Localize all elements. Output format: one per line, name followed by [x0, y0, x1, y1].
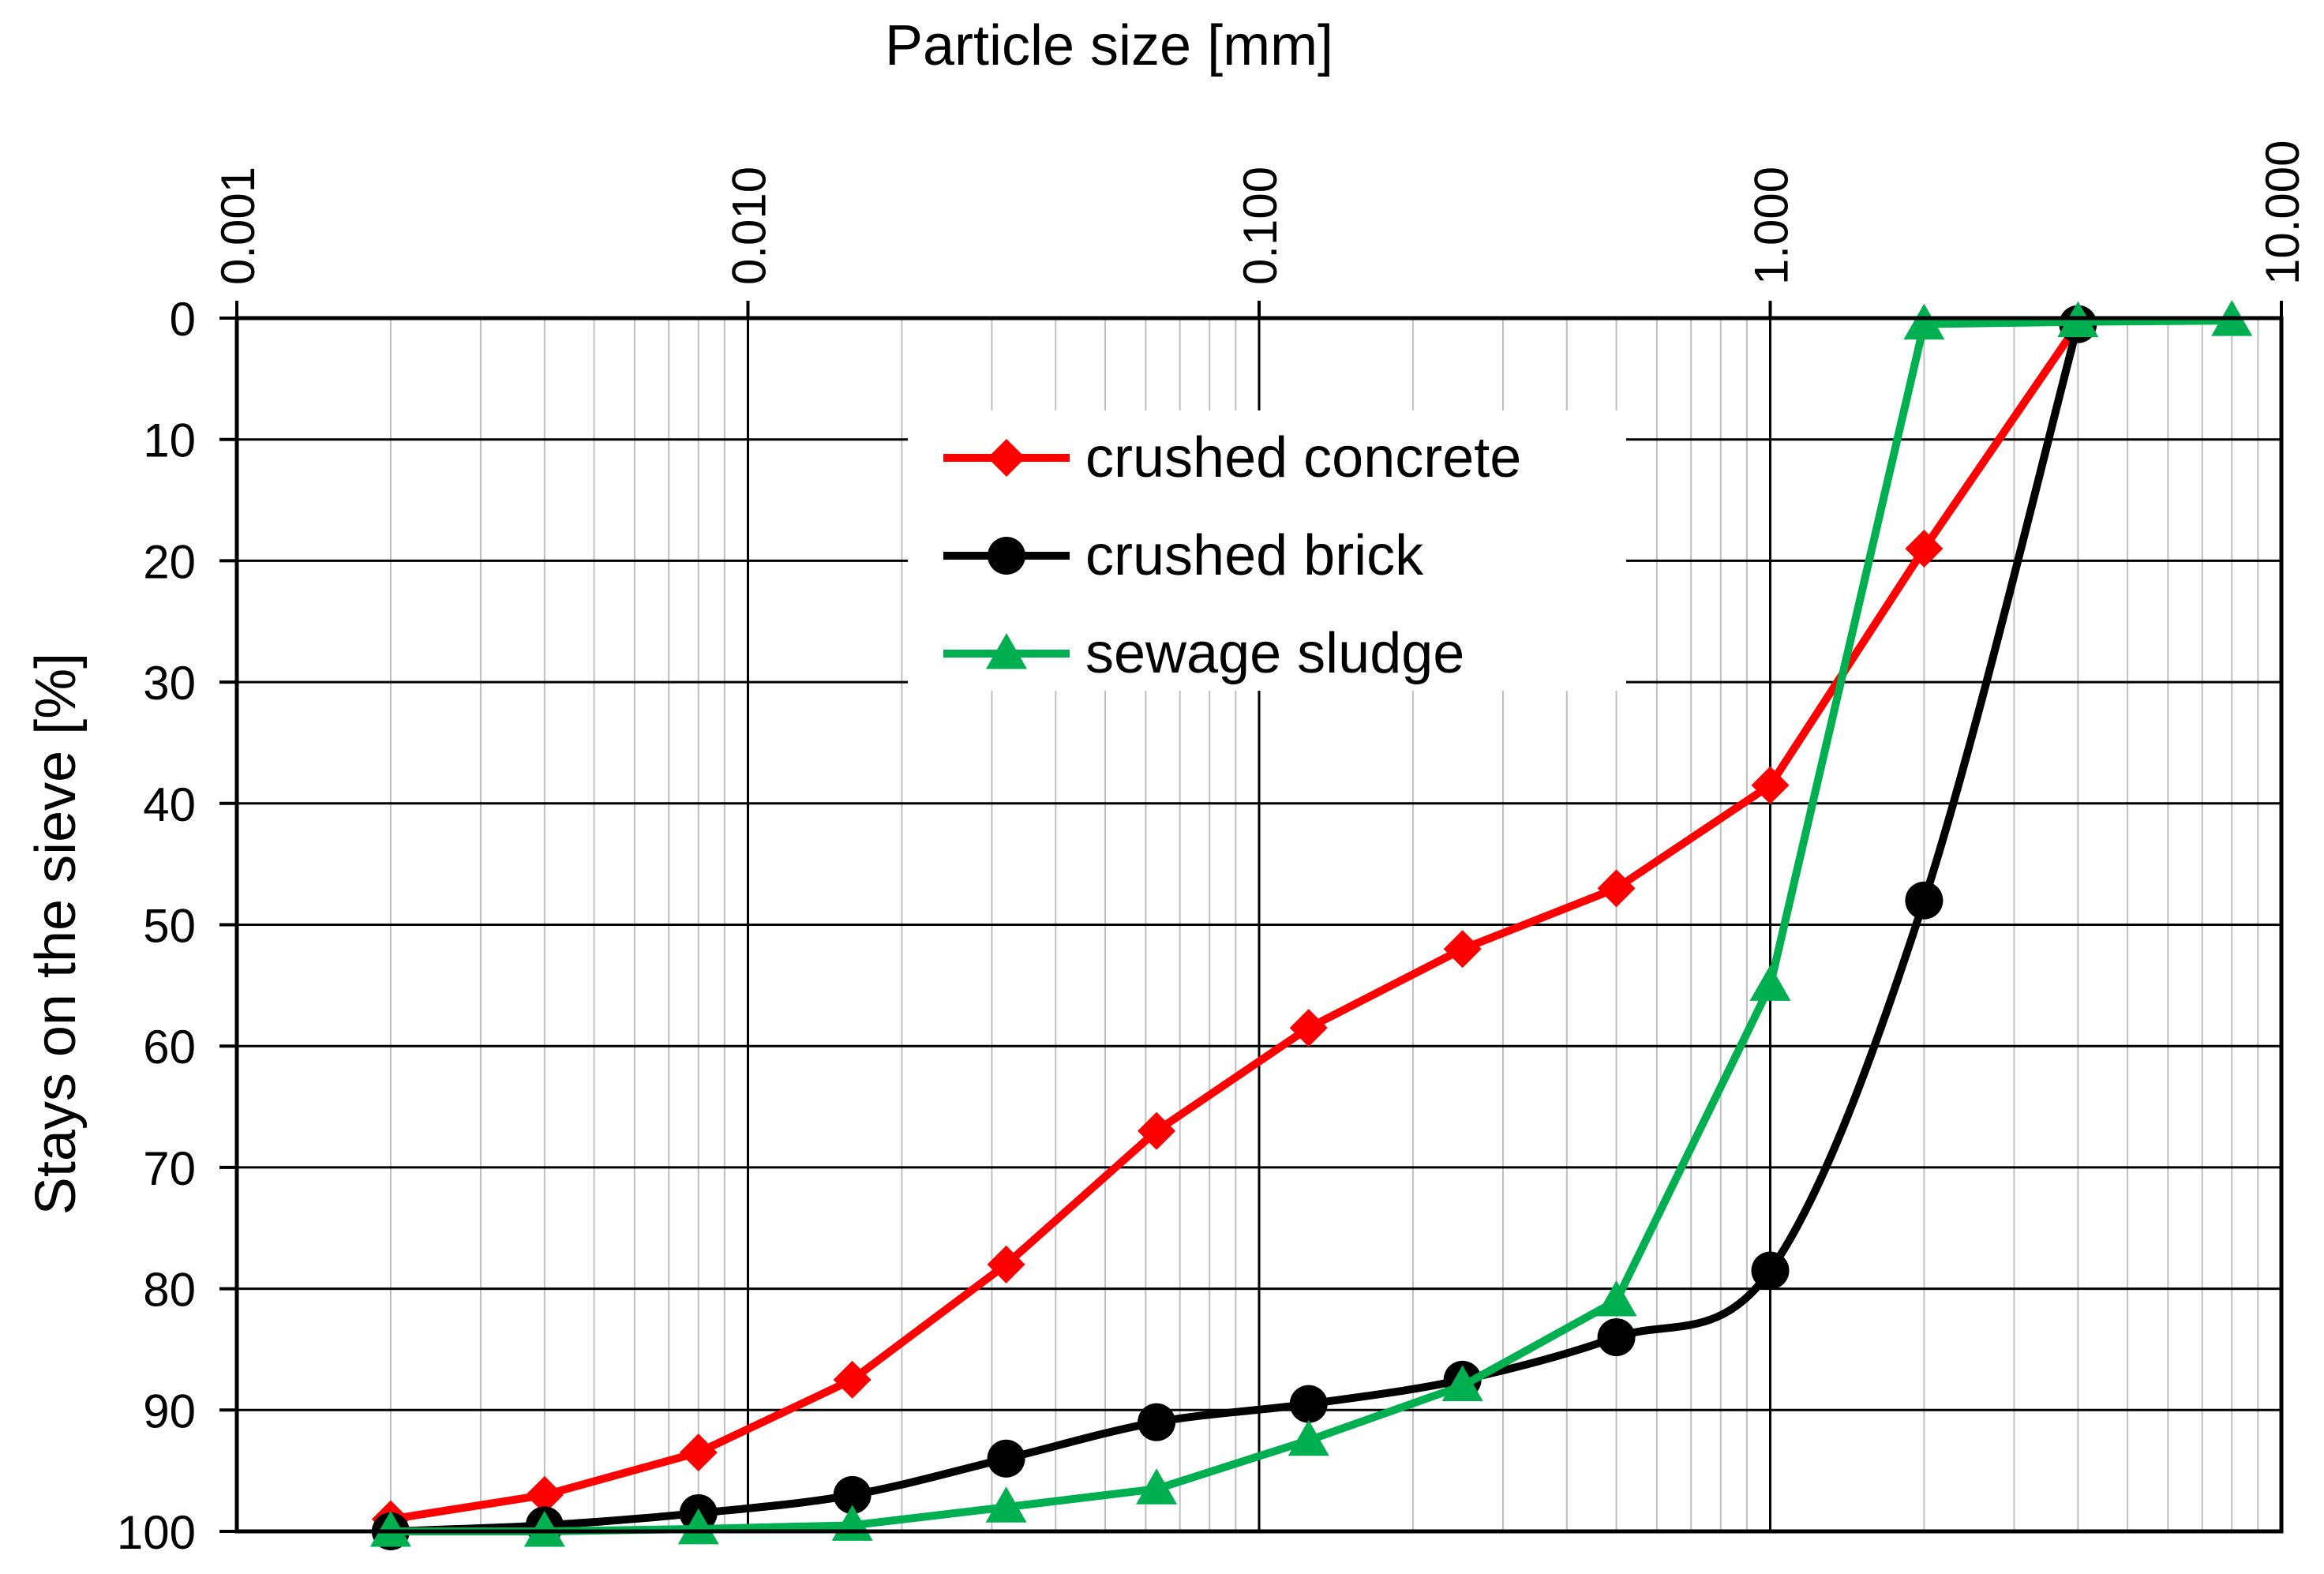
- y-tick-labels: 0 10 20 30 40 50 60 70 80 90 100: [117, 293, 196, 1559]
- data-point-sewage-sludge: [1441, 1365, 1483, 1402]
- data-point-sewage-sludge: [985, 1486, 1027, 1523]
- data-point-sewage-sludge: [1749, 965, 1791, 1001]
- legend-marker: [986, 633, 1027, 669]
- data-point-crushed-brick: [1289, 1385, 1328, 1423]
- data-point-crushed-brick: [833, 1475, 872, 1514]
- y-tick-label: 30: [143, 657, 196, 710]
- x-axis-title: Particle size [mm]: [885, 14, 1333, 77]
- data-point-sewage-sludge: [1136, 1468, 1178, 1505]
- data-point-crushed-concrete: [1751, 766, 1790, 804]
- data-point-sewage-sludge: [1595, 1280, 1637, 1317]
- x-tick-label: 0.100: [1234, 167, 1287, 285]
- series-crushed-brick: [371, 305, 2097, 1550]
- series-layer: [369, 300, 2253, 1550]
- x-tick-label: 1.000: [1745, 167, 1798, 285]
- data-point-sewage-sludge: [677, 1508, 719, 1545]
- data-point-crushed-concrete: [1443, 930, 1482, 969]
- y-tick-label: 80: [143, 1264, 196, 1317]
- y-axis-title: Stays on the sieve [%]: [24, 653, 88, 1215]
- y-tick-label: 50: [143, 900, 196, 953]
- y-tick-label: 100: [117, 1506, 196, 1559]
- data-point-crushed-concrete: [679, 1433, 718, 1472]
- data-point-crushed-brick: [1138, 1403, 1176, 1441]
- data-point-crushed-concrete: [1138, 1111, 1176, 1150]
- y-tick-label: 0: [170, 293, 196, 346]
- y-tick-label: 20: [143, 535, 196, 588]
- y-tick-label: 40: [143, 778, 196, 831]
- legend-label: crushed concrete: [1085, 426, 1521, 489]
- legend-item-crushed-brick: crushed brick: [943, 524, 1424, 587]
- legend-label: sewage sludge: [1085, 622, 1464, 685]
- y-tick-label: 90: [143, 1385, 196, 1437]
- data-point-crushed-concrete: [1597, 869, 1636, 908]
- data-point-crushed-concrete: [987, 1245, 1025, 1284]
- y-tick-label: 10: [143, 414, 196, 467]
- legend-label: crushed brick: [1085, 524, 1424, 587]
- data-point-sewage-sludge: [523, 1511, 565, 1547]
- data-point-crushed-concrete: [525, 1475, 564, 1514]
- y-tick-label: 70: [143, 1142, 196, 1195]
- data-point-crushed-concrete: [1289, 1009, 1328, 1047]
- data-point-crushed-concrete: [1905, 530, 1944, 568]
- legend-item-sewage-sludge: sewage sludge: [943, 622, 1464, 685]
- data-point-sewage-sludge: [369, 1511, 411, 1547]
- data-point-sewage-sludge: [1903, 303, 1945, 340]
- axis-ticks: [219, 301, 2283, 1533]
- data-point-crushed-concrete: [833, 1360, 872, 1399]
- legend-item-crushed-concrete: crushed concrete: [943, 426, 1521, 489]
- data-point-crushed-brick: [1751, 1251, 1790, 1290]
- data-point-crushed-brick: [1597, 1318, 1636, 1357]
- legend: crushed concrete crushed brick sewage slud…: [908, 410, 1626, 691]
- x-tick-label: 0.001: [212, 167, 264, 285]
- y-tick-label: 60: [143, 1021, 196, 1074]
- series-line-crushed-concrete: [386, 320, 2082, 1523]
- data-point-sewage-sludge: [1288, 1419, 1329, 1456]
- data-point-crushed-brick: [1905, 881, 1944, 920]
- x-tick-labels: 0.001 0.010 0.100 1.000 10.000: [212, 140, 2309, 285]
- legend-marker: [988, 439, 1025, 477]
- x-tick-label: 10.000: [2256, 140, 2309, 285]
- data-point-crushed-brick: [987, 1439, 1025, 1478]
- legend-marker: [988, 537, 1025, 575]
- x-tick-label: 0.010: [723, 167, 776, 285]
